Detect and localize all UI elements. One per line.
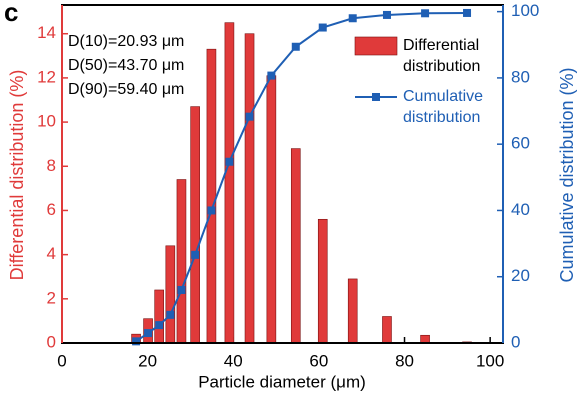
bar	[382, 316, 392, 344]
bar	[165, 245, 176, 344]
bar	[347, 278, 358, 344]
y-tick-label: 4	[47, 244, 56, 263]
line-marker	[463, 8, 472, 17]
bar	[206, 48, 217, 344]
line-marker	[421, 9, 430, 18]
line-marker	[132, 337, 141, 346]
line-marker	[166, 310, 175, 319]
line-marker	[267, 71, 276, 80]
x-tick-label: 20	[138, 351, 157, 370]
bar	[420, 334, 430, 344]
y-tick-label: 0	[47, 332, 56, 351]
bar	[224, 22, 235, 344]
annotation: D(90)=59.40 μm	[68, 81, 184, 98]
annotation: D(50)=43.70 μm	[68, 57, 184, 74]
legend-label-line: Differential	[403, 37, 479, 54]
bar	[317, 218, 328, 344]
y2-tick-label: 100	[511, 1, 539, 20]
y2-tick-label: 60	[511, 134, 530, 153]
bar	[190, 106, 200, 344]
legend-label: Cumulative distribution	[403, 88, 483, 126]
y-tick-label: 10	[37, 112, 56, 131]
y2-tick-label: 40	[511, 200, 530, 219]
line-marker	[245, 112, 254, 121]
y-tick-label: 8	[47, 156, 56, 175]
legend-swatch	[354, 36, 398, 56]
x-tick-label: 80	[395, 351, 414, 370]
y2-tick-label: 20	[511, 266, 530, 285]
y-tick-label: 2	[47, 288, 56, 307]
y-tick-label: 14	[37, 23, 56, 42]
cumulative-line	[135, 11, 468, 343]
x-tick-label: 0	[57, 351, 66, 370]
legend-label-line: distribution	[403, 109, 480, 126]
bar	[266, 75, 277, 344]
line-marker	[382, 10, 391, 19]
x-tick-label: 60	[309, 351, 328, 370]
line-marker	[155, 321, 164, 330]
legend-label-line: distribution	[403, 58, 480, 75]
line-marker	[144, 329, 153, 338]
y-axis-label: Differential distribution (%)	[7, 70, 27, 281]
annotation: D(10)=20.93 μm	[68, 33, 184, 50]
line-marker	[291, 42, 300, 51]
bar	[154, 289, 164, 344]
line-marker	[191, 250, 200, 259]
panel-label: c	[4, 0, 18, 27]
y2-tick-label: 0	[511, 332, 520, 351]
legend: Differential distribution Cumulative distri…	[354, 36, 483, 126]
line-marker	[318, 23, 327, 32]
axes-frame	[61, 4, 504, 344]
bar	[176, 179, 187, 344]
y-tick-label: 6	[47, 200, 56, 219]
line-marker	[207, 206, 216, 215]
x-tick-label: 100	[476, 351, 504, 370]
y2-tick-label: 80	[511, 67, 530, 86]
line-marker	[225, 157, 234, 166]
line-marker	[177, 285, 186, 294]
x-tick-label: 40	[224, 351, 243, 370]
legend-swatch	[372, 93, 380, 101]
bar	[244, 33, 255, 344]
bar	[290, 148, 301, 344]
legend-label-line: Cumulative	[403, 88, 483, 105]
y-tick-label: 12	[37, 67, 56, 86]
legend-label: Differential distribution	[403, 37, 480, 75]
x-axis-label: Particle diameter (μm)	[198, 372, 366, 391]
line-marker	[348, 14, 357, 23]
y2-axis-label: Cumulative distribution (%)	[557, 67, 577, 282]
